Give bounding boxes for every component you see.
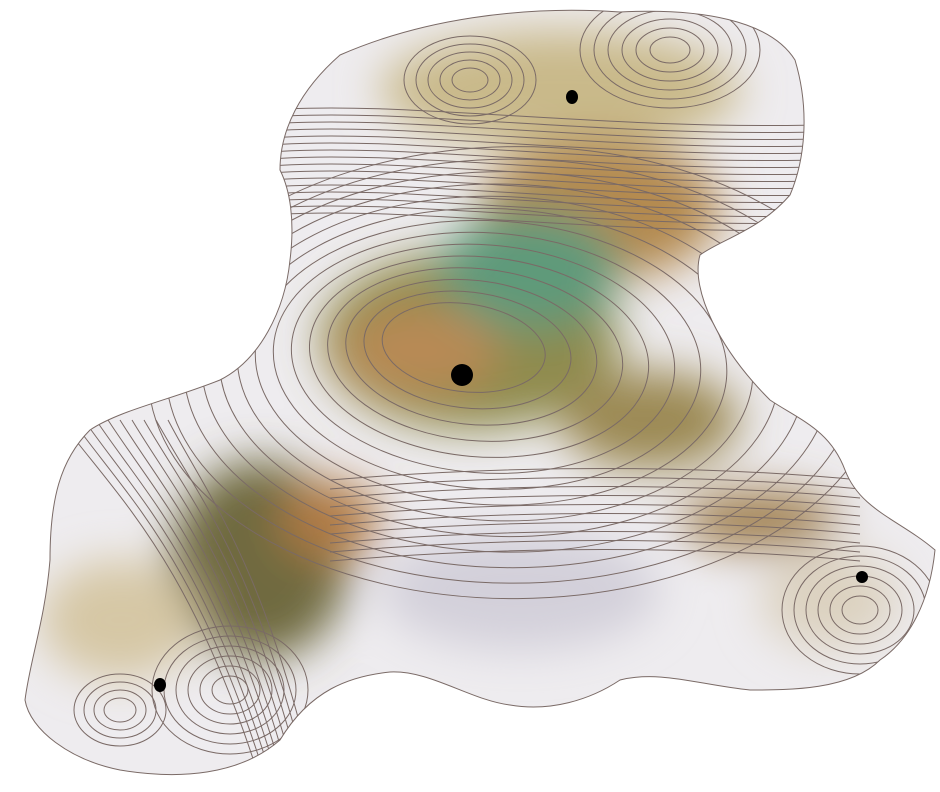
contour-line bbox=[175, 645, 285, 735]
contour-line bbox=[107, 419, 285, 775]
contour-line bbox=[269, 212, 821, 232]
contour-line bbox=[269, 198, 821, 218]
contour-line bbox=[329, 512, 861, 526]
contour-line bbox=[269, 128, 821, 148]
contour-line bbox=[451, 67, 489, 93]
point-marker bbox=[566, 90, 578, 104]
contour-line bbox=[329, 530, 861, 544]
contour-line bbox=[269, 149, 821, 169]
contour-line bbox=[269, 163, 821, 183]
contour-line bbox=[621, 18, 719, 82]
contour-line bbox=[269, 135, 821, 155]
contour-line bbox=[269, 156, 821, 176]
contour-line bbox=[308, 255, 650, 458]
contour-line bbox=[403, 35, 537, 125]
contour-line bbox=[607, 10, 733, 91]
contour-line bbox=[381, 302, 546, 393]
contour-line bbox=[363, 290, 572, 410]
contour-line bbox=[71, 419, 267, 775]
contour-line bbox=[211, 675, 249, 705]
contour-line bbox=[83, 419, 273, 775]
contour-line bbox=[269, 177, 821, 197]
contour-line bbox=[841, 595, 879, 625]
contour-line bbox=[269, 114, 821, 134]
contour-line bbox=[439, 59, 501, 101]
contour-line bbox=[329, 539, 861, 553]
contour-line bbox=[119, 419, 291, 775]
contour-line bbox=[329, 521, 861, 535]
contour-line bbox=[83, 681, 157, 739]
contour-line bbox=[327, 267, 624, 442]
contour-line bbox=[329, 476, 861, 490]
contour-line bbox=[593, 10, 747, 100]
contour-line bbox=[269, 184, 821, 204]
contour-line bbox=[155, 419, 309, 775]
contour-line bbox=[143, 419, 303, 775]
contour-line bbox=[167, 419, 315, 775]
contour-line bbox=[649, 36, 691, 64]
point-marker bbox=[154, 678, 166, 692]
contour-line bbox=[269, 107, 821, 127]
contour-line bbox=[187, 655, 273, 725]
contour-line bbox=[199, 665, 261, 715]
outline bbox=[24, 9, 936, 776]
contour-line bbox=[329, 467, 861, 481]
contour-line bbox=[579, 10, 761, 109]
contour-line bbox=[151, 625, 309, 755]
contour-line bbox=[427, 51, 513, 109]
contour-line bbox=[73, 673, 167, 747]
contour-line bbox=[329, 485, 861, 499]
contour-line bbox=[269, 205, 821, 225]
contour-line bbox=[103, 697, 137, 723]
contour-line bbox=[59, 419, 261, 775]
contour-line bbox=[805, 565, 915, 655]
contour-line bbox=[345, 278, 598, 426]
contour-line bbox=[329, 548, 861, 562]
contour-line bbox=[269, 191, 821, 211]
contour-line bbox=[829, 585, 891, 635]
contour-line bbox=[415, 43, 525, 117]
contour-line bbox=[269, 170, 821, 190]
point-marker bbox=[451, 364, 473, 386]
contour-line bbox=[290, 243, 676, 474]
contour-line bbox=[269, 142, 821, 162]
contour-line bbox=[93, 689, 147, 731]
contour-line bbox=[635, 27, 705, 73]
terrain-patch bbox=[560, 370, 740, 470]
terrain-patch bbox=[280, 480, 380, 560]
terrain-patch bbox=[380, 530, 660, 650]
contour-line bbox=[269, 121, 821, 141]
contour-line bbox=[329, 494, 861, 508]
point-marker bbox=[856, 571, 868, 583]
contour-line bbox=[95, 419, 279, 775]
terrain-patch bbox=[440, 210, 620, 330]
terrain-patch bbox=[760, 550, 900, 650]
contour-line bbox=[329, 503, 861, 517]
contour-line bbox=[131, 419, 297, 775]
terrain-patch bbox=[40, 560, 200, 680]
